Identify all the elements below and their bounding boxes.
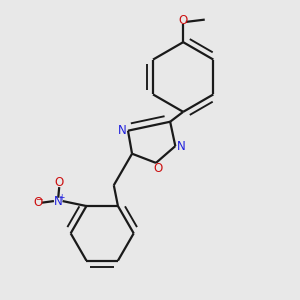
Text: −: −: [35, 194, 42, 203]
Text: N: N: [118, 124, 126, 136]
Text: O: O: [153, 162, 163, 176]
Text: O: O: [55, 176, 64, 189]
Text: O: O: [33, 196, 42, 209]
Text: O: O: [178, 14, 188, 27]
Text: +: +: [59, 193, 65, 202]
Text: N: N: [177, 140, 186, 153]
Text: N: N: [54, 195, 63, 208]
